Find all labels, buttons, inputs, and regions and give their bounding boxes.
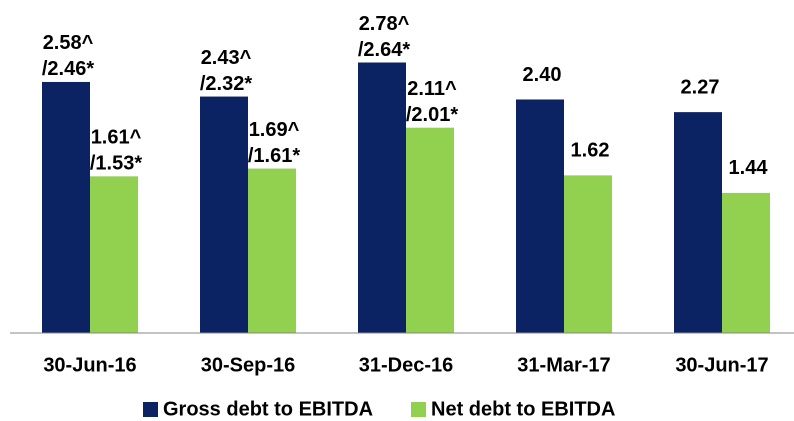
data-label: 2.78^ (359, 13, 410, 35)
data-label: /2.46* (42, 58, 94, 80)
data-label: 2.58^ (43, 32, 94, 54)
data-label: 1.44 (729, 157, 769, 179)
bar (674, 112, 722, 333)
legend-swatch (411, 402, 426, 417)
x-tick-label: 31-Mar-17 (517, 354, 610, 376)
bar (90, 176, 138, 333)
bar (516, 99, 564, 333)
bar (248, 168, 296, 333)
x-tick-label: 30-Jun-17 (675, 354, 768, 376)
data-label: 1.69^ (249, 119, 300, 141)
data-label: /2.64* (358, 39, 410, 61)
data-label: /1.61* (248, 145, 300, 167)
legend-label: Net debt to EBITDA (431, 398, 615, 420)
data-label: 1.61^ (91, 127, 142, 149)
bar (722, 192, 770, 333)
data-label: 2.27 (681, 76, 720, 98)
data-label: 2.43^ (201, 47, 252, 69)
data-label: 2.40 (523, 64, 562, 86)
bar (200, 96, 248, 333)
legend-label: Gross debt to EBITDA (163, 398, 373, 420)
data-label: /1.53* (90, 153, 142, 175)
data-label: /2.01* (406, 104, 458, 126)
data-label: /2.32* (200, 73, 252, 95)
legend-swatch (143, 402, 158, 417)
x-tick-label: 30-Jun-16 (43, 354, 136, 376)
x-tick-label: 31-Dec-16 (359, 354, 454, 376)
data-label: 1.62 (571, 140, 610, 162)
bar (358, 62, 406, 333)
x-tick-label: 30-Sep-16 (201, 354, 296, 376)
data-label: 2.11^ (407, 78, 457, 100)
bar (564, 175, 612, 333)
bar (406, 127, 454, 334)
bar (42, 81, 90, 333)
